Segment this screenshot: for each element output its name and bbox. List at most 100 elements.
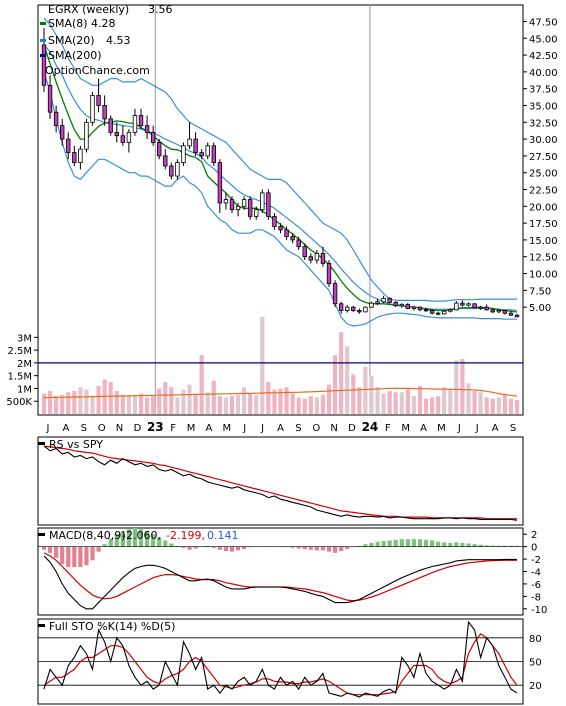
rs-label-swatch — [38, 442, 45, 445]
volume-bar — [387, 391, 392, 414]
rs-panel — [37, 436, 524, 526]
macd-histogram-bar — [351, 546, 356, 548]
macd-line — [43, 555, 517, 610]
macd-histogram-bar — [114, 534, 119, 547]
macd-histogram-bar — [363, 544, 368, 547]
macd-histogram-bar — [466, 543, 471, 547]
macd-histogram-bar — [430, 540, 435, 547]
candle-body — [375, 301, 380, 304]
candle-body — [320, 252, 326, 264]
month-label: O — [98, 423, 106, 434]
candle-body — [102, 105, 107, 120]
volume-bar — [478, 392, 483, 414]
month-label: A — [277, 423, 284, 434]
volume-bar — [84, 389, 89, 414]
volume-bar — [242, 387, 247, 414]
volume-bar — [223, 397, 229, 414]
macd-histogram-bar — [454, 542, 459, 547]
month-label: F — [170, 423, 176, 434]
volume-bar — [466, 383, 471, 414]
sto-label-swatch — [38, 624, 45, 627]
volume-bar — [314, 397, 319, 414]
macd-histogram-bar — [369, 542, 374, 547]
macd-histogram-bar — [235, 546, 241, 551]
volume-bar — [320, 394, 326, 414]
macd-label-swatch — [38, 533, 45, 536]
macd-histogram-bar — [41, 546, 47, 550]
macd-histogram-bar — [490, 545, 495, 547]
candle-body — [193, 138, 198, 153]
month-label: A — [492, 423, 499, 434]
candle-body — [393, 302, 398, 307]
price-tick-label: 25.00 — [529, 169, 558, 180]
candle-body — [290, 236, 295, 241]
candle-body — [241, 199, 247, 207]
watermark: OptionChance.com — [45, 64, 150, 77]
macd-histogram-bar — [217, 546, 222, 550]
volume-bar — [54, 396, 59, 414]
volume-bar — [120, 394, 125, 414]
candle-body — [211, 145, 216, 164]
price-tick-label: 5.00 — [529, 303, 551, 314]
volume-bar — [187, 384, 192, 414]
macd-histogram-bar — [223, 546, 229, 551]
macd-hist-value: 0.141 — [207, 529, 239, 542]
macd-histogram-bar — [157, 537, 162, 547]
candle-body — [66, 138, 71, 153]
macd-signal-value: -2.199, — [166, 529, 205, 542]
candle-body — [272, 215, 277, 227]
macd-histogram-bar — [332, 546, 338, 553]
price-tick-label: 47.50 — [529, 17, 558, 28]
volume-bar — [405, 389, 410, 414]
sto-tick-label: 50 — [529, 658, 542, 669]
legend-sma20-value: 4.53 — [106, 34, 131, 47]
month-label: S — [81, 423, 87, 434]
candle-body — [345, 306, 350, 311]
candle-body — [284, 229, 289, 237]
candle-body — [84, 121, 89, 150]
price-tick-label: 15.00 — [529, 236, 558, 247]
year-label: 23 — [147, 420, 164, 434]
rs-line — [43, 445, 518, 521]
volume-bar — [175, 397, 180, 414]
volume-bar — [399, 392, 404, 414]
macd-histogram-bar — [163, 540, 168, 547]
price-tick-label: 45.00 — [529, 34, 558, 45]
macd-histogram-bar — [72, 546, 77, 568]
volume-bar — [47, 391, 53, 414]
macd-histogram-bar — [296, 546, 301, 549]
macd-histogram-bar — [314, 546, 319, 551]
volume-bar — [417, 385, 423, 414]
volume-bar — [502, 394, 507, 414]
volume-bar — [369, 375, 374, 414]
volume-bar — [490, 398, 495, 414]
macd-histogram-bar — [84, 546, 89, 566]
macd-histogram-bar — [284, 546, 289, 548]
month-label: J — [242, 423, 246, 434]
volume-bar — [448, 388, 453, 414]
legend-swatch-sma200 — [40, 54, 46, 57]
symbol-label: EGRX (weekly) — [48, 3, 129, 16]
volume-bar — [144, 397, 150, 414]
macd-histogram-bar — [472, 544, 477, 547]
volume-bar — [181, 389, 186, 414]
macd-histogram-bar — [339, 546, 344, 551]
candle-body — [217, 162, 223, 204]
volume-tick-label: 3M — [17, 333, 32, 344]
candle-body — [448, 309, 453, 312]
sto-panel: 80 50 20 — [37, 618, 542, 705]
month-label: N — [116, 423, 123, 434]
candle-body — [53, 111, 59, 127]
macd-histogram-bar — [484, 545, 489, 547]
candle-body — [181, 145, 186, 164]
candle-body — [326, 263, 332, 285]
candle-body — [235, 205, 241, 211]
macd-histogram-bar — [320, 546, 326, 551]
macd-histogram-bar — [405, 539, 410, 547]
x-axis: J A S O N D 23 F M A M J J A S O N D 24 F M A M J J A S — [46, 420, 517, 434]
volume-bar — [90, 396, 95, 414]
month-label: A — [206, 423, 213, 434]
volume-bar — [272, 389, 277, 414]
candle-body — [369, 302, 374, 308]
volume-bar — [169, 387, 174, 414]
